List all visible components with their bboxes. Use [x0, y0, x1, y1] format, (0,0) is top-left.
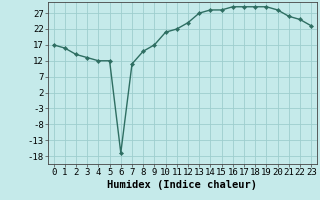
X-axis label: Humidex (Indice chaleur): Humidex (Indice chaleur) — [108, 180, 257, 190]
